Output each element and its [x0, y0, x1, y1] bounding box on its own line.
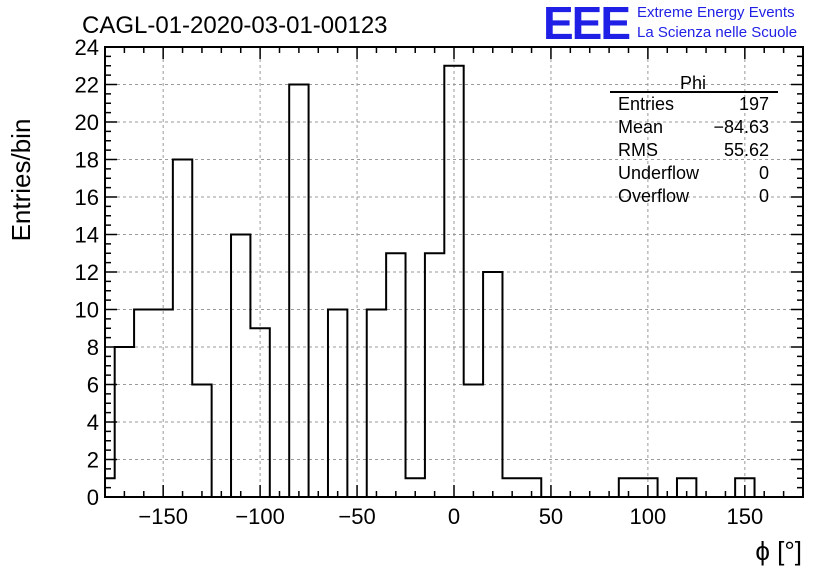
y-tick-label: 6 [87, 373, 99, 398]
stats-row-value: 197 [739, 94, 769, 114]
x-tick-label: −100 [235, 504, 285, 529]
histogram-bin [231, 235, 250, 498]
y-tick-label: 0 [87, 485, 99, 510]
histogram-bin [425, 253, 444, 497]
stats-row-value: 0 [759, 186, 769, 206]
y-tick-label: 8 [87, 335, 99, 360]
stats-title: Phi [680, 73, 706, 93]
x-tick-label: 0 [448, 504, 460, 529]
y-tick-label: 18 [75, 148, 99, 173]
histogram-bin [367, 310, 386, 498]
histogram-bin [386, 253, 405, 497]
axis-ticks [104, 46, 804, 498]
y-tick-label: 14 [75, 223, 99, 248]
histogram-bin [289, 85, 308, 498]
y-tick-label: 4 [87, 410, 99, 435]
stats-row-value: 0 [759, 163, 769, 183]
x-tick-label: −150 [138, 504, 188, 529]
histogram-bin [192, 385, 211, 498]
stats-row-label: Overflow [618, 186, 690, 206]
x-tick-label: 150 [726, 504, 763, 529]
stats-row-label: Mean [618, 117, 663, 137]
y-tick-label: 22 [75, 73, 99, 98]
histogram-bin [328, 310, 347, 498]
stats-row-value: −84.63 [713, 117, 769, 137]
y-tick-label: 2 [87, 448, 99, 473]
chart-title: CAGL-01-2020-03-01-00123 [82, 12, 388, 39]
x-tick-label: 50 [539, 504, 563, 529]
y-tick-label: 16 [75, 185, 99, 210]
stats-box: Phi Entries 197 Mean −84.63 RMS 55.62 Underflo… [610, 73, 778, 206]
histogram-bin [173, 160, 192, 498]
stats-row-label: RMS [618, 140, 658, 160]
logo-line-2: La Scienza nelle Scuole [637, 24, 798, 41]
y-tick-label: 20 [75, 110, 99, 135]
eee-logo: EEE [543, 0, 631, 49]
y-tick-label: 10 [75, 298, 99, 323]
y-tick-label: 24 [75, 35, 99, 60]
x-tick-label: −50 [338, 504, 375, 529]
stats-row-value: 55.62 [724, 140, 769, 160]
grid-lines [105, 47, 803, 497]
x-axis-label: ϕ [°] [755, 536, 802, 566]
histogram-bin [464, 385, 483, 498]
x-axis-tick-labels: −150 −100 −50 0 50 100 150 [138, 504, 763, 529]
histogram-bin [134, 310, 153, 498]
x-tick-label: 100 [630, 504, 667, 529]
y-axis-label: Entries/bin [6, 119, 36, 242]
stats-row-label: Entries [618, 94, 674, 114]
y-tick-label: 12 [75, 260, 99, 285]
stats-row-label: Underflow [618, 163, 700, 183]
logo-line-1: Extreme Energy Events [637, 4, 795, 21]
